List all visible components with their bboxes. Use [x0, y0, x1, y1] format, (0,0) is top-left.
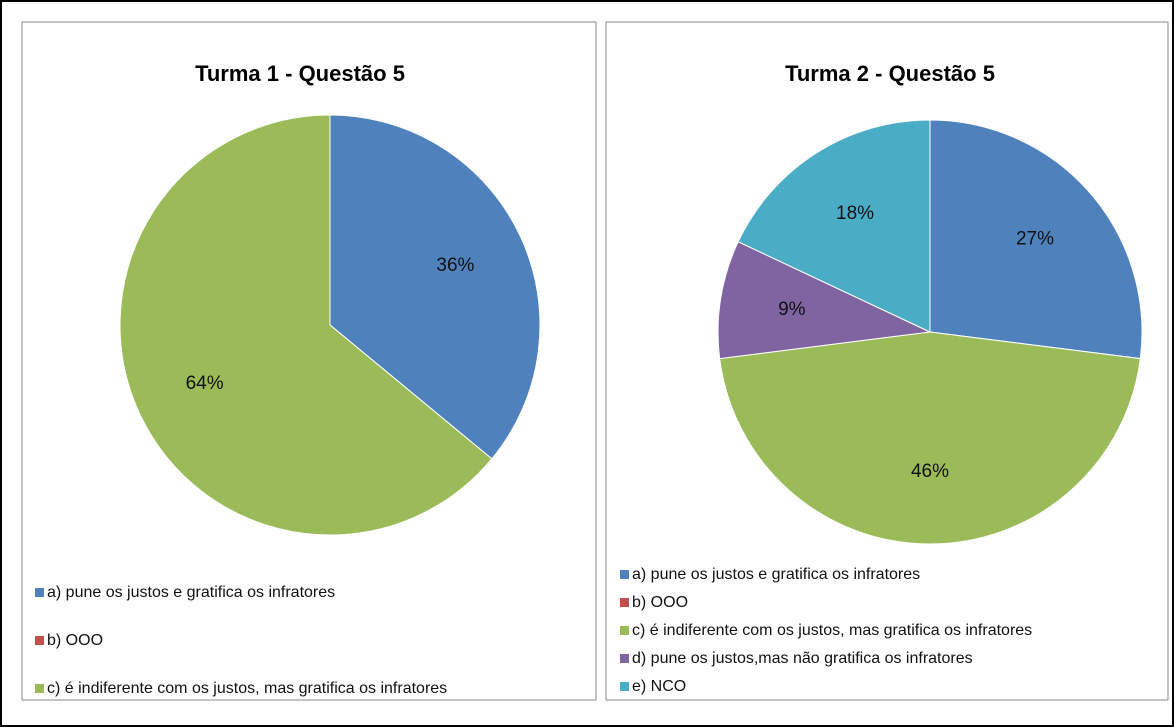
legend-label: e) NCO — [632, 678, 686, 695]
data-label: 18% — [836, 203, 874, 224]
legend-label: b) OOO — [47, 632, 103, 649]
pie-slice — [719, 331, 1141, 545]
legend-swatch — [620, 682, 629, 691]
legend-label: c) é indiferente com os justos, mas grat… — [47, 680, 447, 697]
data-label: 46% — [911, 461, 949, 482]
pie-slice — [929, 119, 1143, 360]
chart-title: Turma 1 - Questão 5 — [195, 61, 405, 86]
pie-slice — [119, 114, 493, 536]
legend-label: d) pune os justos,mas não gratifica os i… — [632, 650, 973, 667]
legend-swatch — [620, 598, 629, 607]
legend-label: b) OOO — [632, 594, 688, 611]
legend-swatch — [620, 626, 629, 635]
data-label: 27% — [1016, 228, 1054, 249]
chart-title: Turma 2 - Questão 5 — [785, 61, 995, 86]
pie-slice — [329, 114, 541, 460]
legend-label: a) pune os justos e gratifica os infrato… — [47, 584, 335, 601]
data-label: 64% — [186, 373, 224, 394]
legend-swatch — [620, 570, 629, 579]
legend-label: a) pune os justos e gratifica os infrato… — [632, 566, 920, 583]
legend-swatch — [35, 636, 44, 645]
legend-swatch — [35, 588, 44, 597]
legend-swatch — [35, 684, 44, 693]
data-label: 9% — [778, 299, 806, 320]
pie-slice — [717, 241, 932, 360]
data-label: 36% — [436, 255, 474, 276]
legend-label: c) é indiferente com os justos, mas grat… — [632, 622, 1032, 639]
pie-slice — [737, 119, 931, 333]
legend-swatch — [620, 654, 629, 663]
